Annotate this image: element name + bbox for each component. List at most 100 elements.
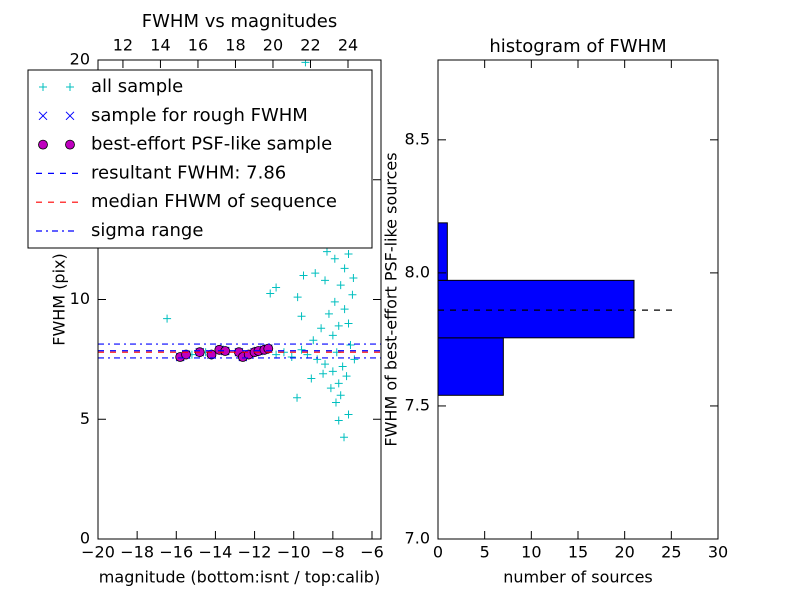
point (344, 410, 353, 419)
point (163, 314, 172, 323)
legend-label: all sample (91, 76, 183, 97)
point (328, 367, 337, 376)
point (313, 355, 322, 364)
chart-title: histogram of FWHM (489, 36, 666, 57)
x-tick-label: −18 (120, 543, 154, 562)
legend-label: best-effort PSF-like sample (91, 134, 332, 155)
x-tick-label: 25 (661, 543, 681, 562)
point (350, 355, 359, 364)
x-tick-label: −20 (81, 543, 115, 562)
y-tick-label: 5 (80, 409, 90, 428)
point (348, 290, 357, 299)
point (340, 264, 349, 273)
x2-tick-label: 20 (263, 36, 283, 55)
point (331, 398, 340, 407)
point (338, 362, 347, 371)
x2-tick-label: 14 (150, 36, 170, 55)
legend-label: sample for rough FWHM (91, 105, 308, 126)
point (334, 379, 343, 388)
y-axis-label: FWHM of best-effort PSF-like sources (382, 152, 401, 446)
point (330, 254, 339, 263)
legend: all sample sample for rough FWHM best-effo… (27, 69, 373, 249)
point (293, 393, 302, 402)
point (330, 297, 339, 306)
point (297, 312, 306, 321)
y-tick-label: 7.0 (405, 529, 430, 548)
point (334, 321, 343, 330)
point (328, 331, 337, 340)
point (334, 416, 343, 425)
x2-tick-label: 16 (188, 36, 208, 55)
x2-tick-label: 12 (113, 36, 133, 55)
point (307, 374, 316, 383)
point (326, 384, 335, 393)
point (324, 309, 333, 318)
x-axis-label: number of sources (503, 568, 653, 587)
legend-swatch (38, 139, 48, 150)
point (266, 289, 275, 298)
point (301, 60, 310, 67)
legend-label: median FHWM of sequence (91, 191, 337, 212)
x2-tick-label: 18 (225, 36, 245, 55)
legend-swatch (66, 83, 74, 91)
plot-area (98, 60, 381, 442)
histogram-bar (438, 337, 504, 396)
legend-swatch (65, 111, 75, 121)
point (346, 341, 355, 350)
point (299, 271, 308, 280)
x-tick-label: −12 (238, 543, 272, 562)
x-tick-label: 0 (433, 543, 443, 562)
x2-tick-label: 22 (300, 36, 320, 55)
chart-title: FWHM vs magnitudes (142, 11, 337, 32)
x-axis-label: magnitude (bottom:isnt / top:calib) (99, 568, 380, 587)
point (344, 319, 353, 328)
point (293, 293, 302, 302)
legend-label: sigma range (91, 220, 203, 241)
x-tick-label: 20 (614, 543, 634, 562)
point (309, 336, 318, 345)
y-tick-label: 0 (80, 529, 90, 548)
point (344, 249, 353, 258)
y-tick-label: 8.5 (405, 129, 430, 148)
y-tick-label: 7.5 (405, 395, 430, 414)
x-tick-label: −6 (360, 543, 384, 562)
point (272, 350, 281, 359)
x-tick-label: 30 (708, 543, 728, 562)
point (336, 391, 345, 400)
point (311, 269, 320, 278)
x-tick-label: −14 (199, 543, 233, 562)
x-tick-label: 10 (521, 543, 541, 562)
legend-swatch (39, 83, 47, 91)
histogram-bar (438, 279, 635, 339)
x-tick-label: −8 (321, 543, 345, 562)
legend-label: resultant FWHM: 7.86 (91, 162, 286, 183)
point (349, 273, 358, 282)
legend-swatch (65, 139, 75, 150)
x-tick-label: −10 (277, 543, 311, 562)
point (297, 345, 306, 354)
point (340, 433, 349, 442)
point (322, 247, 331, 256)
point (340, 305, 349, 314)
x2-tick-label: 24 (338, 36, 358, 55)
histogram-bar (438, 222, 448, 281)
point (321, 360, 330, 369)
point (321, 276, 330, 285)
plot-area (438, 222, 676, 396)
y-tick-label: 8.0 (405, 262, 430, 281)
x-tick-label: 15 (568, 543, 588, 562)
legend-swatch (38, 111, 48, 121)
point (319, 369, 328, 378)
legend-box (27, 69, 373, 249)
point (342, 372, 351, 381)
point (336, 281, 345, 290)
point (317, 324, 326, 333)
y-tick-label: 10 (70, 289, 90, 308)
y-tick-label: 20 (70, 50, 90, 69)
y-axis-label: FWHM (pix) (50, 253, 69, 346)
x-tick-label: −16 (159, 543, 193, 562)
point (287, 352, 296, 361)
x-tick-label: 5 (480, 543, 490, 562)
point (272, 283, 281, 292)
